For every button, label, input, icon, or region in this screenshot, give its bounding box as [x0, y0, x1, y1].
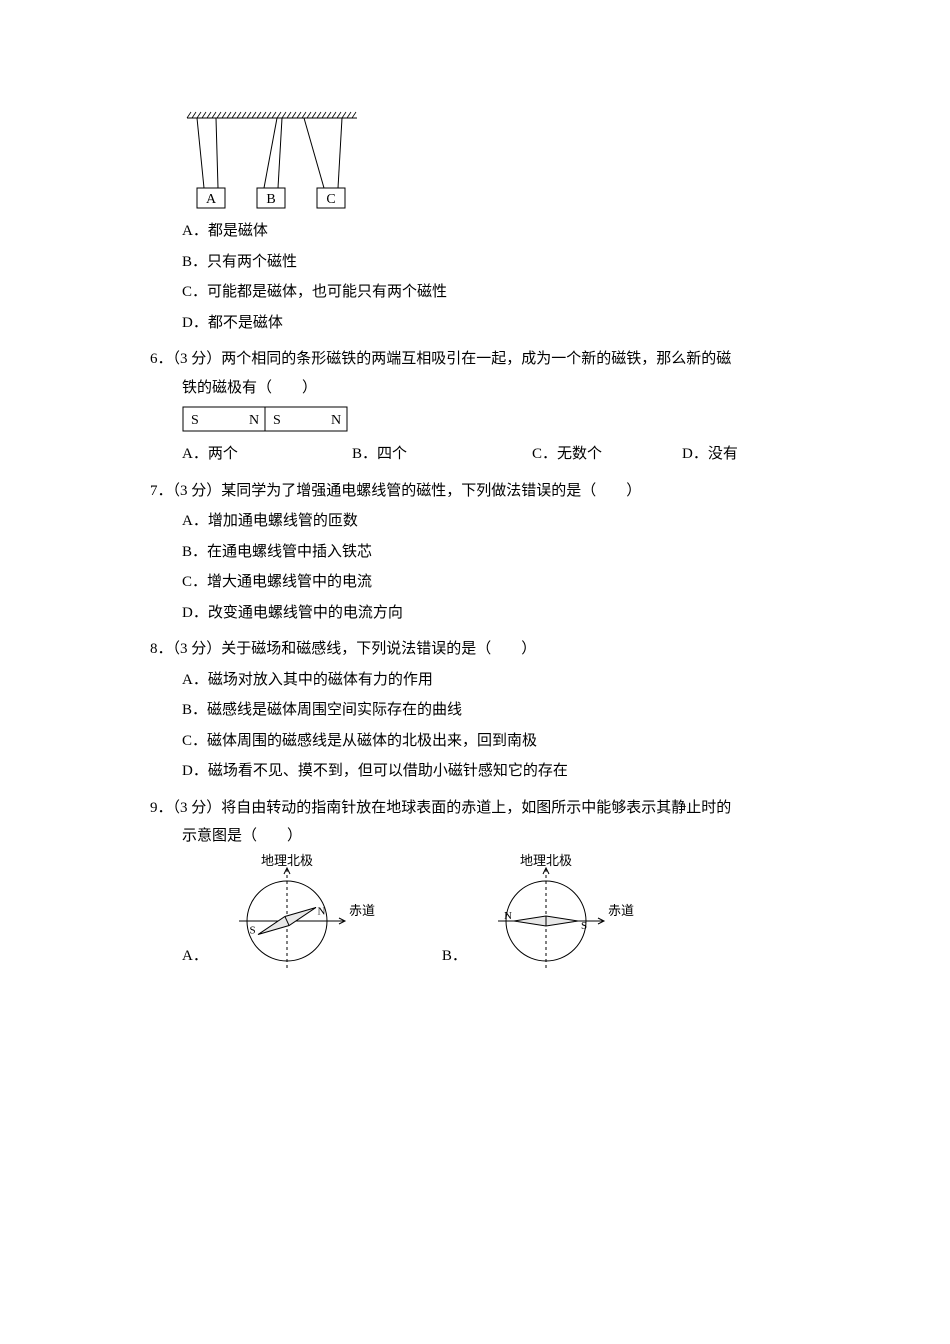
- q5-opt-b[interactable]: B．只有两个磁性: [182, 248, 800, 277]
- q8-opt-a[interactable]: A．磁场对放入其中的磁体有力的作用: [182, 666, 800, 695]
- q8-opt-b[interactable]: B．磁感线是磁体周围空间实际存在的曲线: [182, 696, 800, 725]
- q7-stem: 7．（3 分）某同学为了增强通电螺线管的磁性，下列做法错误的是（ ）: [150, 477, 800, 506]
- q7-opt-b[interactable]: B．在通电螺线管中插入铁芯: [182, 538, 800, 567]
- q6-figure: SNSN: [150, 406, 800, 432]
- svg-text:地理北极: 地理北极: [261, 853, 313, 868]
- q5-figure: A B C: [150, 110, 800, 215]
- svg-text:S: S: [191, 413, 199, 428]
- q8-opt-d[interactable]: D．磁场看不见、摸不到，但可以借助小磁针感知它的存在: [182, 757, 800, 786]
- q8-stem: 8．（3 分）关于磁场和磁感线，下列说法错误的是（ ）: [150, 635, 800, 664]
- q9-opt-b-label[interactable]: B．: [442, 942, 467, 971]
- q6-opt-a[interactable]: A．两个: [182, 440, 352, 469]
- svg-text:地理北极: 地理北极: [520, 853, 572, 868]
- q9-figures: A． 地理北极赤道 S N B． 地理北极赤道 N S: [150, 851, 800, 971]
- q5-opt-a[interactable]: A．都是磁体: [182, 217, 800, 246]
- svg-text:赤道: 赤道: [608, 903, 634, 918]
- q5-opt-c[interactable]: C．可能都是磁体，也可能只有两个磁性: [182, 278, 800, 307]
- q6-opt-b[interactable]: B．四个: [352, 440, 532, 469]
- q8-options: A．磁场对放入其中的磁体有力的作用 B．磁感线是磁体周围空间实际存在的曲线 C．…: [150, 666, 800, 786]
- q9-opt-a-label[interactable]: A．: [182, 942, 208, 971]
- svg-text:赤道: 赤道: [349, 903, 375, 918]
- q7-opt-a[interactable]: A．增加通电螺线管的匝数: [182, 507, 800, 536]
- q6-options: A．两个 B．四个 C．无数个 D．没有: [150, 440, 800, 469]
- svg-text:C: C: [326, 192, 335, 207]
- q7: 7．（3 分）某同学为了增强通电螺线管的磁性，下列做法错误的是（ ） A．增加通…: [150, 477, 800, 628]
- q6: 6．（3 分）两个相同的条形磁铁的两端互相吸引在一起，成为一个新的磁铁，那么新的…: [150, 345, 800, 469]
- q6-stem-line2: 铁的磁极有（ ）: [150, 374, 800, 403]
- svg-text:S: S: [249, 924, 255, 936]
- svg-text:B: B: [266, 192, 275, 207]
- q9: 9．（3 分）将自由转动的指南针放在地球表面的赤道上，如图所示中能够表示其静止时…: [150, 794, 800, 971]
- q7-opt-c[interactable]: C．增大通电螺线管中的电流: [182, 568, 800, 597]
- q6-stem-line1: 6．（3 分）两个相同的条形磁铁的两端互相吸引在一起，成为一个新的磁铁，那么新的…: [150, 345, 800, 374]
- q9-fig-a-wrap: A． 地理北极赤道 S N: [182, 851, 382, 971]
- svg-text:A: A: [206, 192, 217, 207]
- svg-text:S: S: [273, 413, 281, 428]
- q6-opt-d[interactable]: D．没有: [682, 440, 802, 469]
- svg-text:N: N: [504, 910, 512, 922]
- svg-text:N: N: [317, 905, 325, 917]
- q5-opt-d[interactable]: D．都不是磁体: [182, 309, 800, 338]
- q9-stem-line2: 示意图是（ ）: [150, 822, 800, 851]
- q5-options: A．都是磁体 B．只有两个磁性 C．可能都是磁体，也可能只有两个磁性 D．都不是…: [150, 217, 800, 337]
- q7-options: A．增加通电螺线管的匝数 B．在通电螺线管中插入铁芯 C．增大通电螺线管中的电流…: [150, 507, 800, 627]
- q9-fig-b-wrap: B． 地理北极赤道 N S: [442, 851, 641, 971]
- q7-opt-d[interactable]: D．改变通电螺线管中的电流方向: [182, 599, 800, 628]
- q8: 8．（3 分）关于磁场和磁感线，下列说法错误的是（ ） A．磁场对放入其中的磁体…: [150, 635, 800, 786]
- q6-opt-c[interactable]: C．无数个: [532, 440, 682, 469]
- svg-text:N: N: [249, 413, 259, 428]
- q9-stem-line1: 9．（3 分）将自由转动的指南针放在地球表面的赤道上，如图所示中能够表示其静止时…: [150, 794, 800, 823]
- q5: A B C A．都是磁体 B．只有两个磁性 C．可能都是磁体，也可能只有两个磁性 D…: [150, 110, 800, 337]
- svg-text:N: N: [331, 413, 341, 428]
- q8-opt-c[interactable]: C．磁体周围的磁感线是从磁体的北极出来，回到南极: [182, 727, 800, 756]
- svg-text:S: S: [581, 920, 587, 932]
